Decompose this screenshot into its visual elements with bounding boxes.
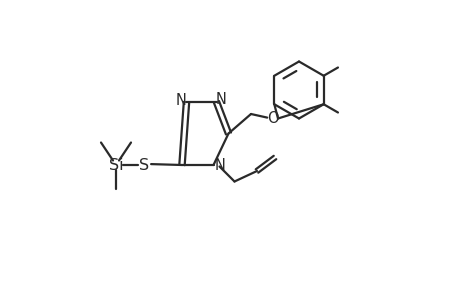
Text: N: N [214,158,225,173]
Text: O: O [266,111,278,126]
Text: Si: Si [108,158,123,172]
Text: N: N [215,92,226,106]
Text: S: S [139,158,149,172]
Text: N: N [175,93,186,108]
